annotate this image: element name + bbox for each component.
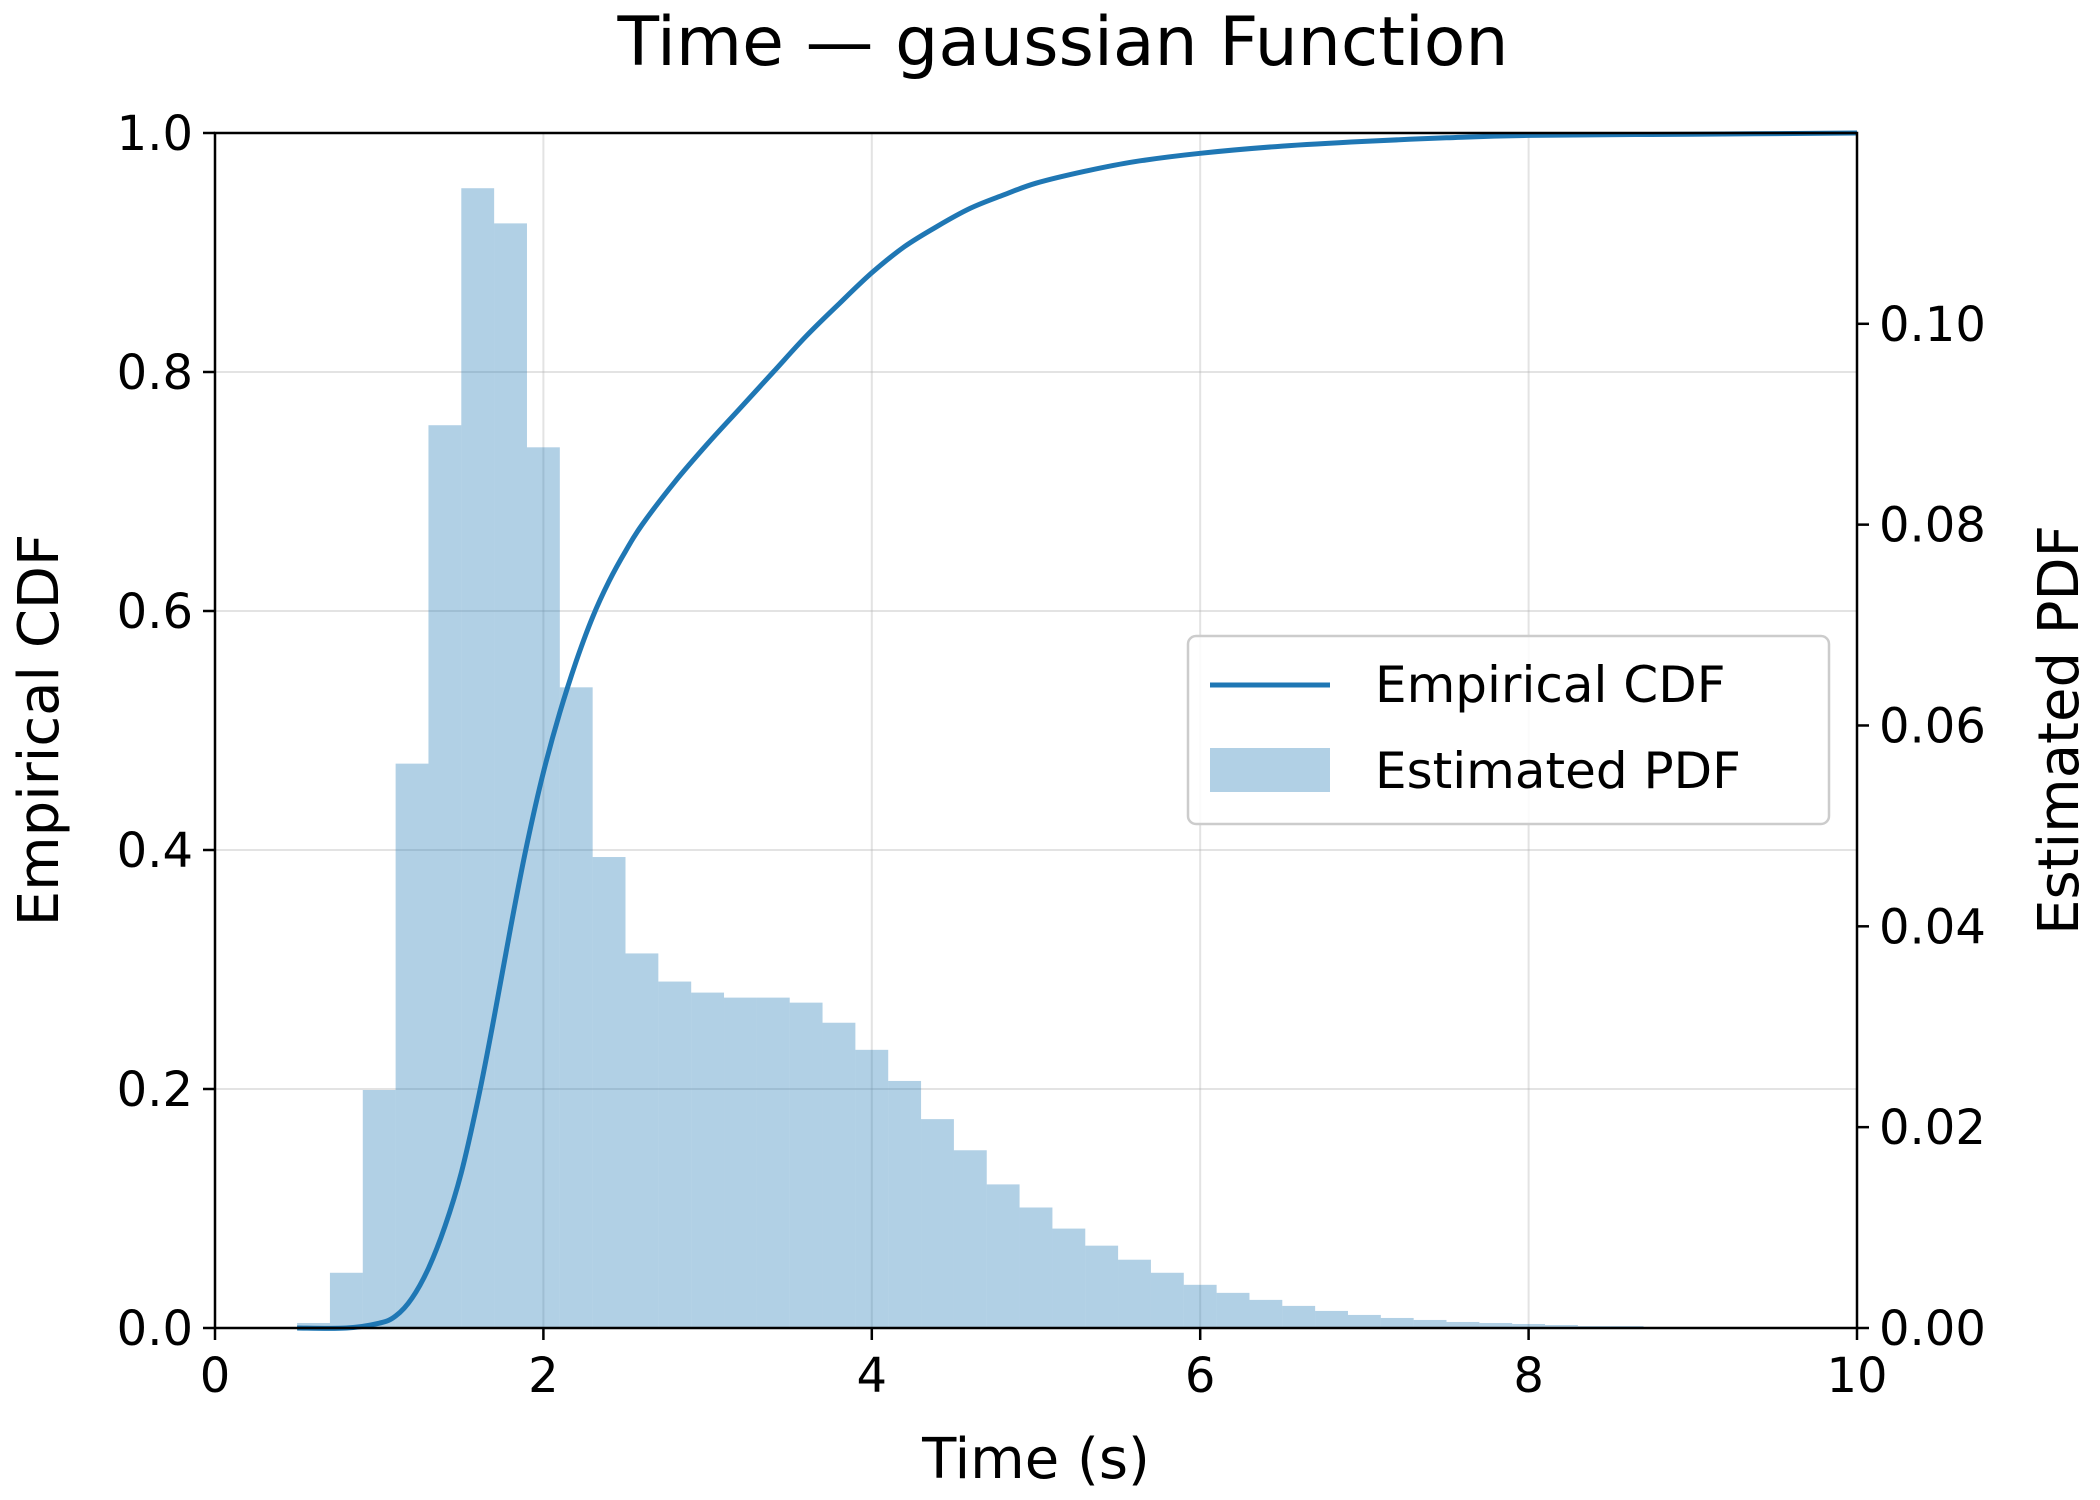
right-y-tick-label: 0.06 (1879, 698, 1986, 754)
pdf-bar (1347, 1314, 1381, 1328)
pdf-bar (724, 997, 757, 1328)
pdf-bar (625, 953, 659, 1328)
left-y-tick-label: 0.4 (117, 823, 193, 879)
x-tick-label: 2 (528, 1348, 559, 1404)
x-tick-label: 6 (1185, 1348, 1216, 1404)
pdf-bar (1019, 1207, 1053, 1328)
x-tick-label: 4 (857, 1348, 888, 1404)
right-y-axis-title: Estimated PDF (2027, 525, 2092, 935)
pdf-bar (1446, 1321, 1480, 1328)
pdf-bar (461, 188, 495, 1329)
left-y-tick-label: 0.0 (117, 1301, 193, 1357)
pdf-bar (1249, 1299, 1283, 1328)
pdf-bar (1545, 1324, 1578, 1328)
cdf-line (297, 130, 1858, 1331)
pdf-bar (1052, 1228, 1086, 1328)
pdf-bar (428, 425, 462, 1329)
pdf-bar (1380, 1317, 1414, 1328)
pdf-bar (789, 1002, 823, 1328)
right-y-axis-ticks: 0.00 0.02 0.04 0.06 0.08 0.10 (1857, 297, 1986, 1357)
left-y-tick-label: 1.0 (117, 106, 193, 162)
pdf-bar (1282, 1305, 1316, 1328)
right-y-tick-label: 0.10 (1879, 297, 1986, 353)
left-y-tick-label: 0.8 (117, 345, 193, 401)
pdf-bar (1315, 1310, 1348, 1328)
pdf-bar (1512, 1323, 1546, 1328)
right-y-tick-label: 0.02 (1879, 1100, 1986, 1156)
x-tick-label: 0 (200, 1348, 231, 1404)
pdf-bar (658, 981, 692, 1328)
right-y-tick-label: 0.08 (1879, 498, 1986, 554)
x-axis-title: Time (s) (921, 1427, 1150, 1492)
pdf-bar (1479, 1322, 1513, 1328)
x-tick-label: 10 (1826, 1348, 1887, 1404)
pdf-bar (297, 1322, 330, 1328)
cdf-line-group (297, 130, 1858, 1331)
pdf-bar (1183, 1284, 1217, 1328)
legend-swatch-bar (1210, 748, 1330, 792)
pdf-bar (1085, 1245, 1119, 1328)
pdf-histogram (297, 188, 1743, 1329)
pdf-bar (986, 1184, 1020, 1328)
pdf-bar (756, 997, 790, 1328)
pdf-bar (855, 1049, 889, 1328)
left-y-axis-title: Empirical CDF (7, 534, 72, 927)
pdf-bar (395, 763, 429, 1328)
pdf-bar (1413, 1319, 1447, 1328)
pdf-bar (1216, 1292, 1250, 1328)
pdf-bar (362, 1090, 396, 1328)
pdf-bar (592, 857, 626, 1328)
pdf-bar (1150, 1272, 1184, 1328)
left-y-tick-label: 0.6 (117, 584, 193, 640)
legend-label-pdf: Estimated PDF (1375, 742, 1741, 800)
legend: Empirical CDF Estimated PDF (1186, 634, 1831, 826)
legend-frame (1186, 634, 1831, 826)
right-y-tick-label: 0.00 (1879, 1301, 1986, 1357)
x-tick-label: 8 (1513, 1348, 1544, 1404)
x-axis-ticks: 0 2 4 6 8 10 (200, 1328, 1888, 1404)
pdf-bar (329, 1272, 363, 1328)
chart-title: Time — gaussian Function (617, 3, 1509, 82)
legend-label-cdf: Empirical CDF (1375, 656, 1725, 714)
pdf-bar (953, 1150, 987, 1328)
pdf-bar (1118, 1259, 1151, 1328)
pdf-bar (559, 687, 593, 1328)
pdf-bar (494, 223, 527, 1328)
pdf-bar (822, 1022, 856, 1328)
left-y-tick-label: 0.2 (117, 1062, 193, 1118)
left-y-axis-ticks: 0.0 0.2 0.4 0.6 0.8 1.0 (117, 106, 215, 1357)
right-y-tick-label: 0.04 (1879, 899, 1986, 955)
pdf-bar (691, 992, 725, 1328)
pdf-bar (921, 1119, 954, 1328)
pdf-bar (526, 447, 560, 1328)
pdf-bar (888, 1080, 922, 1328)
plot-frame (213, 131, 1859, 1330)
